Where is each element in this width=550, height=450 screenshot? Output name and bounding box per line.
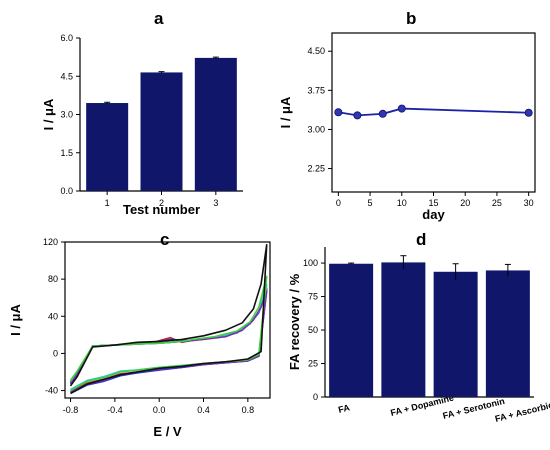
y-tick-label: 3.75 [307,85,325,95]
data-point [397,104,406,113]
x-tick-label: 2 [159,198,164,208]
panel-a-letter: a [154,9,164,28]
bar [485,270,530,397]
y-axis-title: FA recovery / % [287,273,302,370]
panel-b-letter: b [406,9,416,28]
x-tick-label: 5 [368,198,373,208]
y-tick-label: -40 [45,386,58,396]
x-tick-label: 10 [397,198,407,208]
bar [140,72,183,191]
bar [329,263,374,397]
panel-c-letter: c [160,230,169,249]
x-tick-label: 0.0 [153,405,166,415]
x-tick-label: -0.4 [107,405,123,415]
x-tick-label: 25 [492,198,502,208]
y-axis-title: I / μA [8,303,23,335]
y-tick-label: 0.0 [60,186,73,196]
x-tick-label: 15 [428,198,438,208]
y-tick-label: 25 [308,359,318,369]
y-tick-label: 0 [313,392,318,402]
y-tick-label: 0 [53,348,58,358]
x-axis-title: Test number [123,202,200,217]
y-tick-label: 2.25 [307,164,325,174]
data-point [378,109,387,118]
plot-frame [64,241,271,399]
y-tick-label: 6.0 [60,33,73,43]
data-point [353,111,362,120]
x-tick-label: 1 [105,198,110,208]
y-tick-label: 75 [308,292,318,302]
y-axis-title: I / μA [278,96,293,128]
x-tick-label: 30 [524,198,534,208]
cv-curve [69,283,268,391]
bar [433,271,478,397]
x-tick-label: 3 [213,198,218,208]
data-point [524,108,533,117]
x-category-label: FA [337,402,351,415]
y-tick-label: 4.50 [307,46,325,56]
bar [194,57,237,191]
y-tick-label: 120 [43,237,58,247]
panel-a: a 0.0 1.5 3.0 4.5 6.0 1 2 3 Test number I / μA [41,9,243,217]
x-tick-label: 0.4 [197,405,210,415]
x-axis-title: day [422,207,445,222]
data-point [334,108,343,117]
bar [86,103,129,191]
y-axis-title: I / μA [41,98,56,130]
y-tick-label: 1.5 [60,148,73,158]
y-tick-label: 3.0 [60,110,73,120]
y-tick-label: 50 [308,325,318,335]
bar [381,262,426,397]
panel-c: c -40 0 40 80 120 -0.8 -0.4 0.0 0.4 0.8 E / V I / μ… [8,230,271,439]
y-tick-label: 80 [48,274,58,284]
x-tick-label: 20 [460,198,470,208]
x-tick-label: -0.8 [63,405,79,415]
cv-curve [69,275,268,392]
y-tick-label: 100 [303,258,318,268]
panel-b: b 2.25 3.00 3.75 4.50 0 5 10 15 20 25 30 day I / μA [278,9,536,222]
y-tick-label: 40 [48,311,58,321]
y-tick-label: 3.00 [307,124,325,134]
y-tick-label: 4.5 [60,71,73,81]
x-tick-label: 0 [336,198,341,208]
cv-curve [69,244,268,395]
x-axis-title: E / V [153,424,182,439]
panel-d-letter: d [416,230,426,249]
series-line [338,107,529,117]
x-tick-label: 0.8 [242,405,255,415]
